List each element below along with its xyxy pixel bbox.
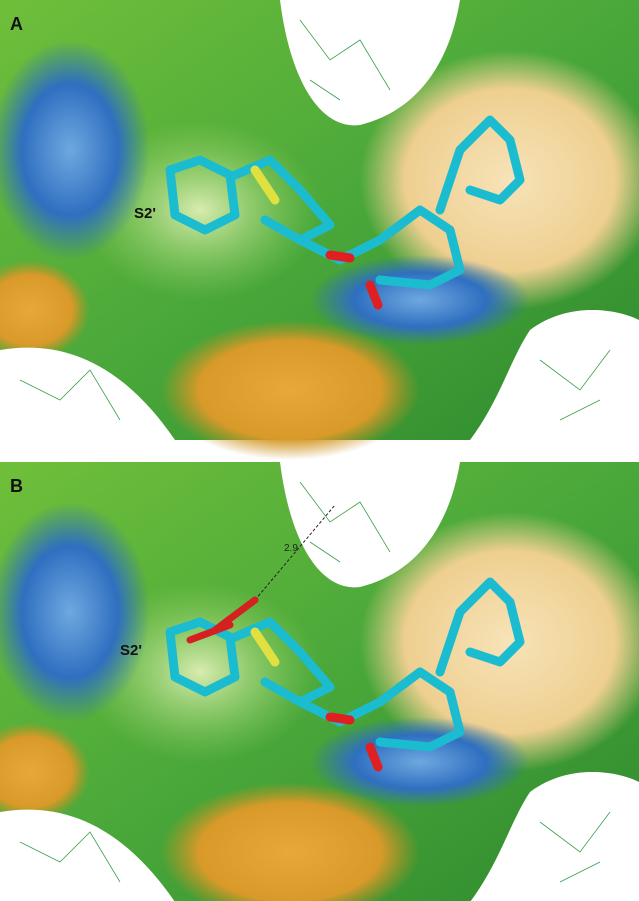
surface [0, 0, 639, 460]
panel-b: B S2' 2.9 [0, 462, 639, 901]
panel-label: B [10, 476, 23, 496]
pocket-label: S2' [134, 205, 156, 222]
pocket-label: S2' [120, 642, 142, 659]
panel-a: A S2' [0, 0, 639, 460]
panel-label: A [10, 14, 23, 34]
surface [0, 462, 639, 901]
distance-label: 2.9 [284, 543, 298, 554]
figure: A S2' B S2' 2.9 [0, 0, 639, 901]
